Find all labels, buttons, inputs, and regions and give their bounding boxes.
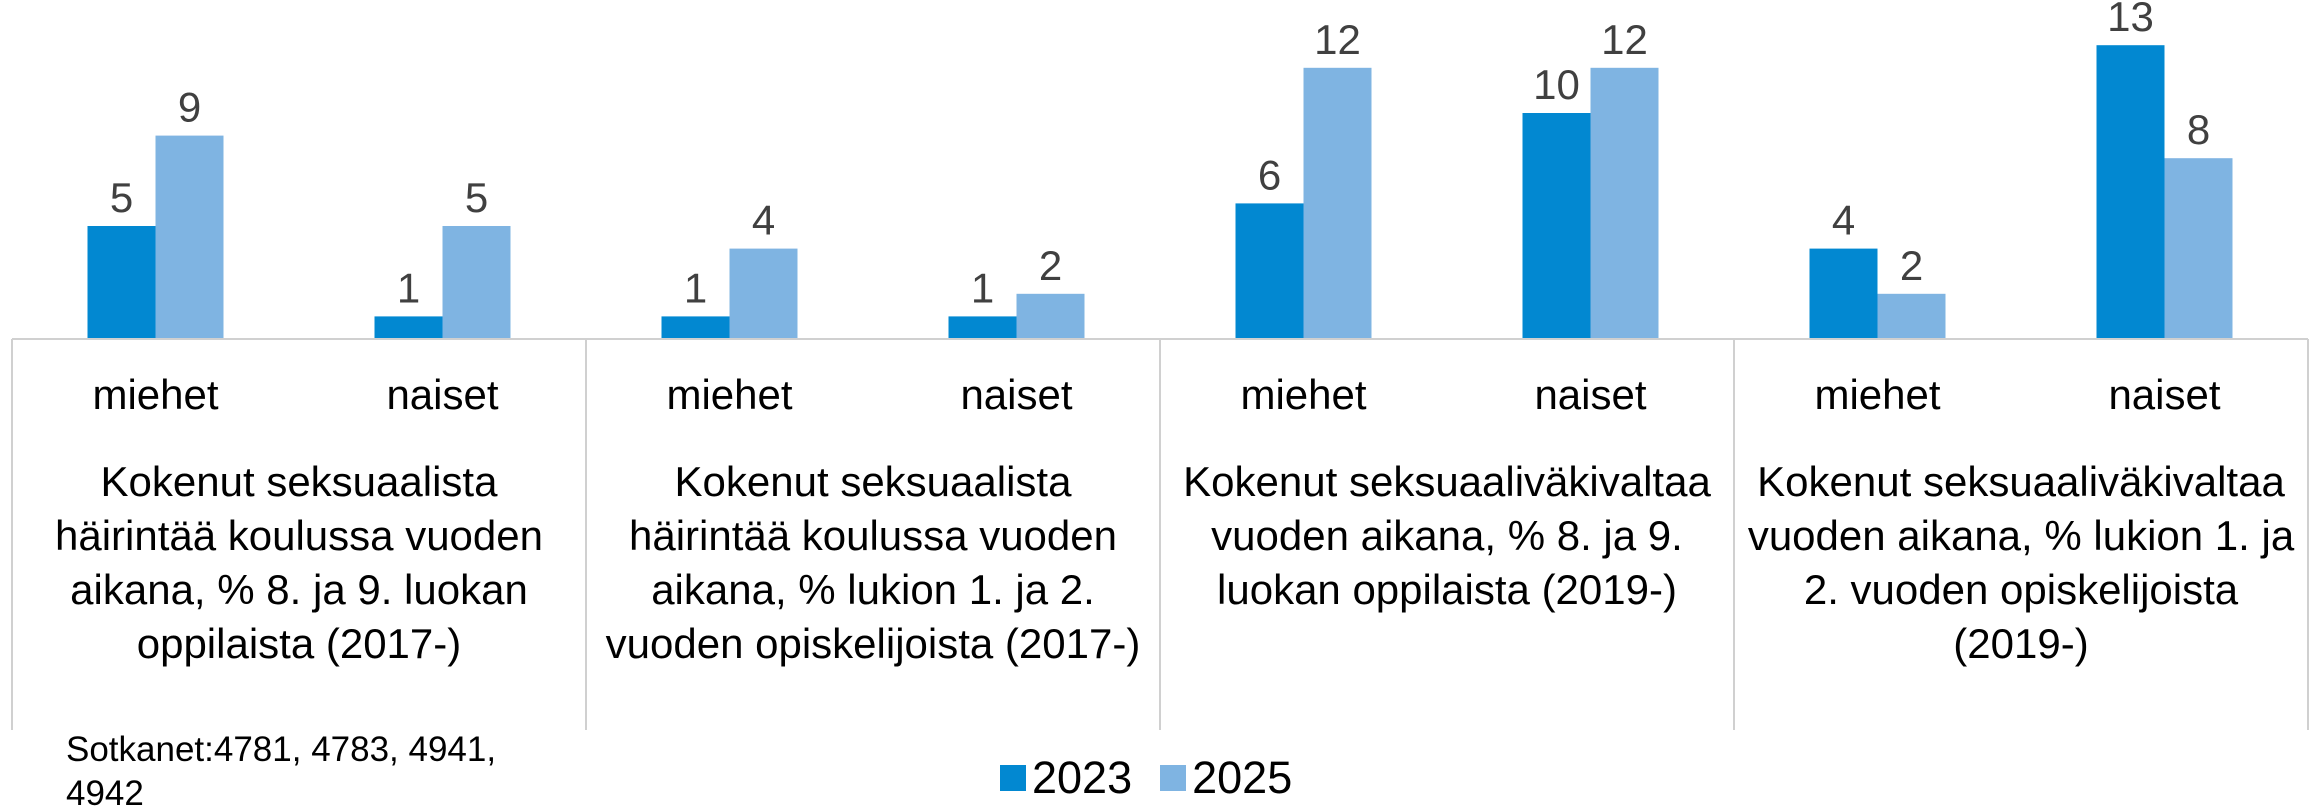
value-label: 2 <box>1039 242 1062 289</box>
value-label: 1 <box>397 264 420 311</box>
group-label: Kokenut seksuaalista häirintää koulussa … <box>54 458 543 667</box>
bar <box>729 248 798 339</box>
legend-item: 2023 <box>1000 752 1132 804</box>
legend-swatch <box>1000 765 1026 791</box>
value-label: 13 <box>2107 0 2154 40</box>
bar <box>948 316 1017 339</box>
value-label: 12 <box>1601 16 1648 63</box>
bar <box>442 226 511 339</box>
x-tick-label: naiset <box>960 371 1073 418</box>
bar <box>1303 67 1372 340</box>
value-label: 1 <box>684 264 707 311</box>
bar <box>374 316 443 339</box>
x-tick-label: miehet <box>666 371 793 418</box>
value-label: 5 <box>110 174 133 221</box>
bar <box>1522 113 1591 339</box>
group-label: Kokenut seksuaaliväkivaltaa vuoden aikan… <box>1747 458 2295 667</box>
source-note: Sotkanet:4781, 4783, 4941, 4942 <box>66 730 497 810</box>
value-label: 2 <box>1900 242 1923 289</box>
value-label: 4 <box>1832 197 1855 244</box>
bar <box>2164 158 2233 339</box>
value-label: 1 <box>971 264 994 311</box>
bar <box>1590 67 1659 340</box>
x-tick-label: naiset <box>1534 371 1647 418</box>
bar <box>1016 293 1085 339</box>
value-label: 12 <box>1314 16 1361 63</box>
bar <box>1809 248 1878 339</box>
x-tick-label: miehet <box>1814 371 1941 418</box>
value-label: 5 <box>465 174 488 221</box>
bar <box>1877 293 1946 339</box>
bar <box>1235 203 1304 339</box>
value-label: 9 <box>178 84 201 131</box>
x-tick-label: miehet <box>1240 371 1367 418</box>
x-tick-label: naiset <box>2108 371 2221 418</box>
value-label: 10 <box>1533 61 1580 108</box>
bar <box>87 226 156 339</box>
value-label: 8 <box>2187 106 2210 153</box>
bar <box>155 135 224 339</box>
bar <box>2096 45 2165 339</box>
value-label: 4 <box>752 197 775 244</box>
legend-swatch <box>1160 765 1187 791</box>
legend-label: 2025 <box>1192 752 1293 803</box>
legend-label: 2023 <box>1032 752 1133 803</box>
legend-item: 2025 <box>1160 752 1292 804</box>
bar <box>661 316 730 339</box>
legend: 2023 2025 <box>1000 752 1320 804</box>
group-label: Kokenut seksuaalista häirintää koulussa … <box>605 458 1141 667</box>
group-label: Kokenut seksuaaliväkivaltaa vuoden aikan… <box>1183 458 1711 613</box>
x-tick-label: miehet <box>92 371 219 418</box>
value-label: 6 <box>1258 151 1281 198</box>
x-tick-label: naiset <box>386 371 499 418</box>
